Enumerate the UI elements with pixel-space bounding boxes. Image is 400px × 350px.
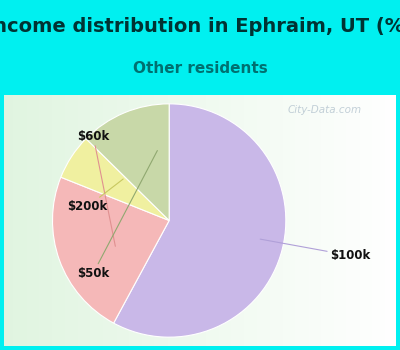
Text: $200k: $200k: [67, 179, 123, 213]
Text: Other residents: Other residents: [133, 61, 267, 76]
Text: $100k: $100k: [260, 239, 370, 262]
Text: Income distribution in Ephraim, UT (%): Income distribution in Ephraim, UT (%): [0, 17, 400, 36]
Text: $60k: $60k: [77, 130, 115, 246]
Text: $50k: $50k: [77, 150, 157, 280]
Text: City-Data.com: City-Data.com: [287, 105, 361, 116]
Wedge shape: [86, 104, 169, 220]
Wedge shape: [52, 177, 169, 323]
Wedge shape: [114, 104, 286, 337]
Wedge shape: [61, 139, 169, 220]
